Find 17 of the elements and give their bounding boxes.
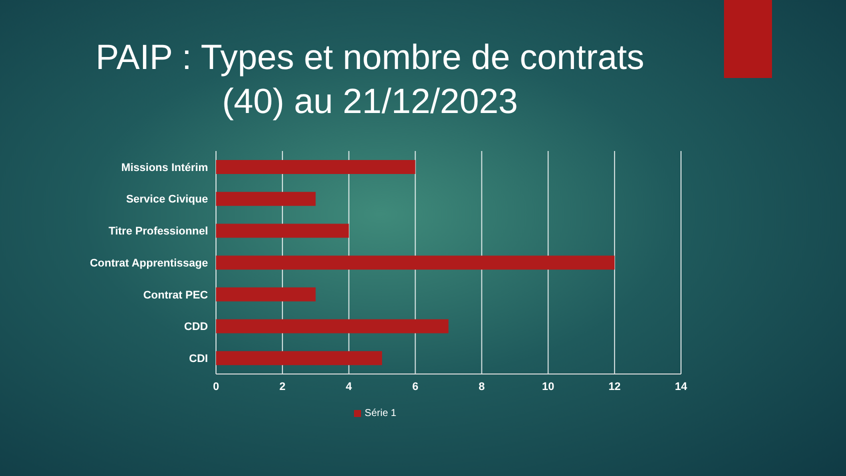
y-tick-label: Titre Professionnel <box>108 226 208 238</box>
x-tick-label: 2 <box>279 380 286 393</box>
x-tick-label: 12 <box>608 380 621 393</box>
x-tick-label: 0 <box>212 380 220 393</box>
y-tick-label: Service Civique <box>126 194 208 206</box>
y-tick-label: Contrat Apprentissage <box>90 257 208 270</box>
x-tick-label: 14 <box>674 380 688 393</box>
x-tick-label: 10 <box>542 380 554 393</box>
y-tick-label: Contrat PEC <box>143 289 208 302</box>
y-tick-label: CDD <box>184 321 208 334</box>
y-tick-label: Missions Intérim <box>121 162 208 174</box>
legend-label: Série 1 <box>364 408 396 419</box>
x-tick-label: 8 <box>478 380 485 393</box>
y-tick-label: CDI <box>189 352 208 365</box>
x-tick-label: 6 <box>412 380 418 393</box>
x-tick-label: 4 <box>346 380 353 393</box>
chart-title: PAIP : Types et nombre de contrats (40) au 21/12/2023 <box>94 37 646 123</box>
